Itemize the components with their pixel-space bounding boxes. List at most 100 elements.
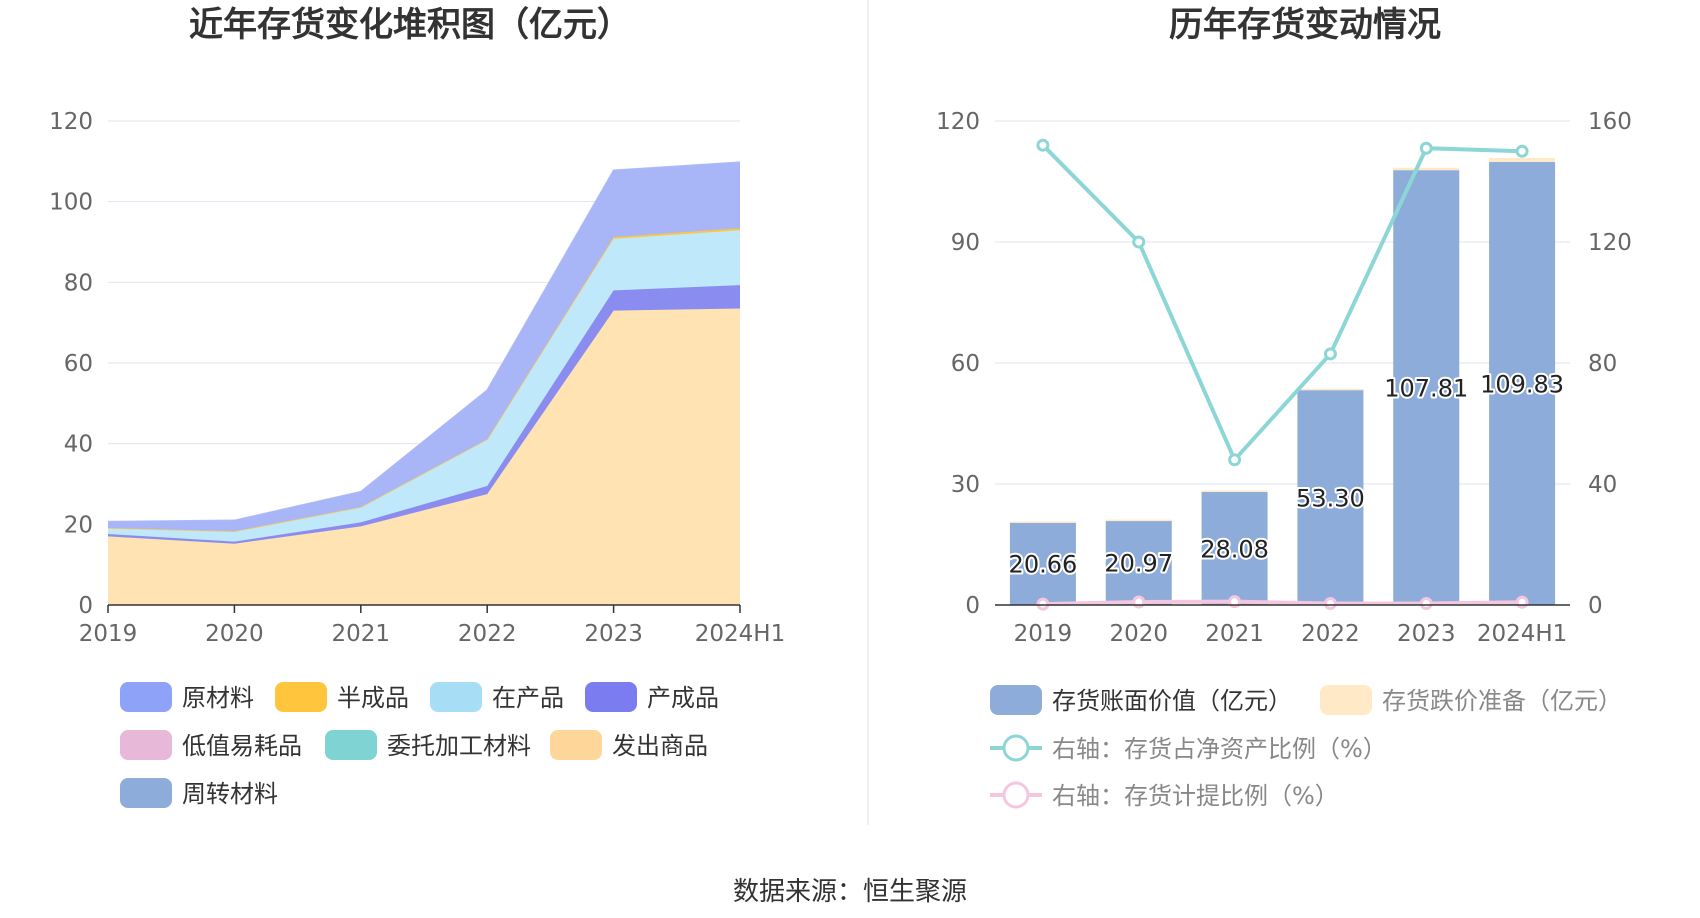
right-x-tick-label: 2020: [1109, 621, 1168, 647]
legend-item-存货账面价值（亿元）[interactable]: 存货账面价值（亿元）: [990, 685, 1292, 715]
legend-item-发出商品[interactable]: 发出商品: [550, 730, 708, 760]
bar-存货跌价准备（亿元）: [1489, 157, 1556, 163]
bar-存货跌价准备（亿元）: [1297, 388, 1364, 391]
left-x-tick-label: 2023: [584, 621, 643, 647]
legend-swatch: [325, 730, 377, 760]
bar-存货账面价值（亿元）: [1201, 491, 1268, 605]
data-source: 数据来源：恒生聚源: [733, 877, 967, 907]
right-legend[interactable]: 存货账面价值（亿元） 存货跌价准备（亿元） 右轴：存货占净资产比例（%） 右轴：存货计…: [990, 685, 1622, 810]
legend-swatch: [120, 730, 172, 760]
right-y-axis-right: 0 40 80 120 160: [1588, 109, 1632, 619]
area-原材料: [108, 162, 740, 532]
legend-item-周转材料[interactable]: 周转材料: [120, 778, 278, 808]
line-point: [1036, 138, 1050, 152]
line-point: [1515, 595, 1529, 609]
legend-swatch: [585, 682, 637, 712]
left-x-axis: 2019 2020 2021 2022 2023 2024H1: [79, 604, 785, 647]
left-y-tick-label: 60: [64, 351, 93, 377]
left-x-tick-label: 2021: [332, 621, 391, 647]
area-edge-产成品: [107, 284, 741, 543]
legend-swatch: [275, 682, 327, 712]
legend-item-右轴：存货计提比例（%）[interactable]: 右轴：存货计提比例（%）: [990, 781, 1339, 810]
legend-item-产成品[interactable]: 产成品: [585, 682, 719, 712]
left-y-tick-label: 80: [64, 270, 93, 296]
bar-存货账面价值（亿元）: [1009, 521, 1076, 605]
area-发出商品: [108, 308, 740, 605]
legend-item-委托加工材料[interactable]: 委托加工材料: [325, 730, 531, 760]
bar-value-label: 109.83: [1480, 371, 1564, 399]
bar-value-label: 20.97: [1104, 550, 1173, 578]
line-point: [1419, 141, 1433, 155]
right-x-tick-label: 2019: [1014, 621, 1073, 647]
right-y-tick-label: 30: [951, 472, 980, 498]
bar-存货跌价准备（亿元）: [1105, 519, 1172, 522]
line-point: [1515, 144, 1529, 158]
legend-swatch: [990, 685, 1042, 715]
left-y-tick-label: 40: [64, 432, 93, 458]
legend-label: 右轴：存货计提比例（%）: [1052, 782, 1339, 810]
legend-swatch: [120, 682, 172, 712]
legend-swatch-point: [1002, 734, 1030, 762]
right-lines: [1036, 138, 1529, 611]
left-stacked-areas: [107, 161, 741, 605]
right-y2-tick-label: 120: [1588, 230, 1632, 256]
line-point: [1323, 347, 1337, 361]
line-point: [1419, 596, 1433, 610]
right-bar-labels: 20.66 20.97 28.08 53.30 107.81 109.83: [1007, 369, 1567, 581]
legend-swatch: [550, 730, 602, 760]
right-x-tick-label: 2021: [1205, 621, 1264, 647]
legend-item-低值易耗品[interactable]: 低值易耗品: [120, 730, 302, 760]
legend-label: 发出商品: [612, 732, 708, 760]
right-bars: [1009, 157, 1556, 606]
right-y-tick-label: 0: [965, 593, 980, 619]
bar-存货跌价准备（亿元）: [1393, 167, 1460, 171]
legend-item-半成品[interactable]: 半成品: [275, 682, 409, 712]
bar-存货账面价值（亿元）: [1393, 170, 1460, 606]
area-edge-原材料: [107, 161, 741, 523]
legend-item-原材料[interactable]: 原材料: [120, 682, 254, 712]
legend-label: 原材料: [182, 684, 254, 712]
right-x-axis: 2019 2020 2021 2022 2023 2024H1: [995, 604, 1570, 647]
line-point: [1132, 235, 1146, 249]
right-chart-title: 历年存货变动情况: [1169, 5, 1441, 45]
line-右轴：存货计提比例（%）: [1042, 599, 1523, 607]
legend-swatch: [120, 778, 172, 808]
legend-swatch-point: [1002, 781, 1030, 809]
right-y2-tick-label: 80: [1588, 351, 1617, 377]
right-y2-tick-label: 160: [1588, 109, 1632, 135]
bar-存货账面价值（亿元）: [1105, 520, 1172, 605]
bar-存货跌价准备（亿元）: [1009, 521, 1076, 523]
bar-value-label: 28.08: [1200, 535, 1269, 563]
line-右轴：存货占净资产比例（%）: [1041, 143, 1523, 464]
right-x-tick-label: 2022: [1301, 621, 1360, 647]
left-y-tick-label: 120: [49, 109, 93, 135]
left-y-axis: 0 20 40 60 80 100 120: [49, 109, 93, 619]
legend-item-在产品[interactable]: 在产品: [430, 682, 564, 712]
left-y-tick-label: 100: [49, 190, 93, 216]
legend-swatch: [430, 682, 482, 712]
legend-label: 右轴：存货占净资产比例（%）: [1052, 735, 1387, 763]
area-在产品: [108, 230, 740, 542]
legend-label: 半成品: [337, 684, 409, 712]
left-x-tick-label: 2020: [205, 621, 264, 647]
legend-item-右轴：存货占净资产比例（%）[interactable]: 右轴：存货占净资产比例（%）: [990, 734, 1387, 763]
bar-存货账面价值（亿元）: [1489, 162, 1556, 606]
legend-item-存货跌价准备（亿元）[interactable]: 存货跌价准备（亿元）: [1320, 685, 1622, 715]
legend-swatch: [1320, 685, 1372, 715]
area-产成品: [108, 285, 740, 544]
line-point: [1228, 453, 1242, 467]
left-y-tick-label: 20: [64, 512, 93, 538]
legend-label: 存货账面价值（亿元）: [1052, 687, 1292, 715]
line-point: [1323, 596, 1337, 610]
right-y-tick-label: 60: [951, 351, 980, 377]
right-grid: [995, 120, 1570, 485]
left-x-tick-label: 2024H1: [695, 621, 785, 647]
left-x-tick-label: 2022: [458, 621, 517, 647]
legend-label: 在产品: [492, 684, 564, 712]
legend-label: 周转材料: [182, 780, 278, 808]
legend-label: 存货跌价准备（亿元）: [1382, 687, 1622, 715]
right-y2-tick-label: 0: [1588, 593, 1603, 619]
right-x-tick-label: 2024H1: [1477, 621, 1567, 647]
